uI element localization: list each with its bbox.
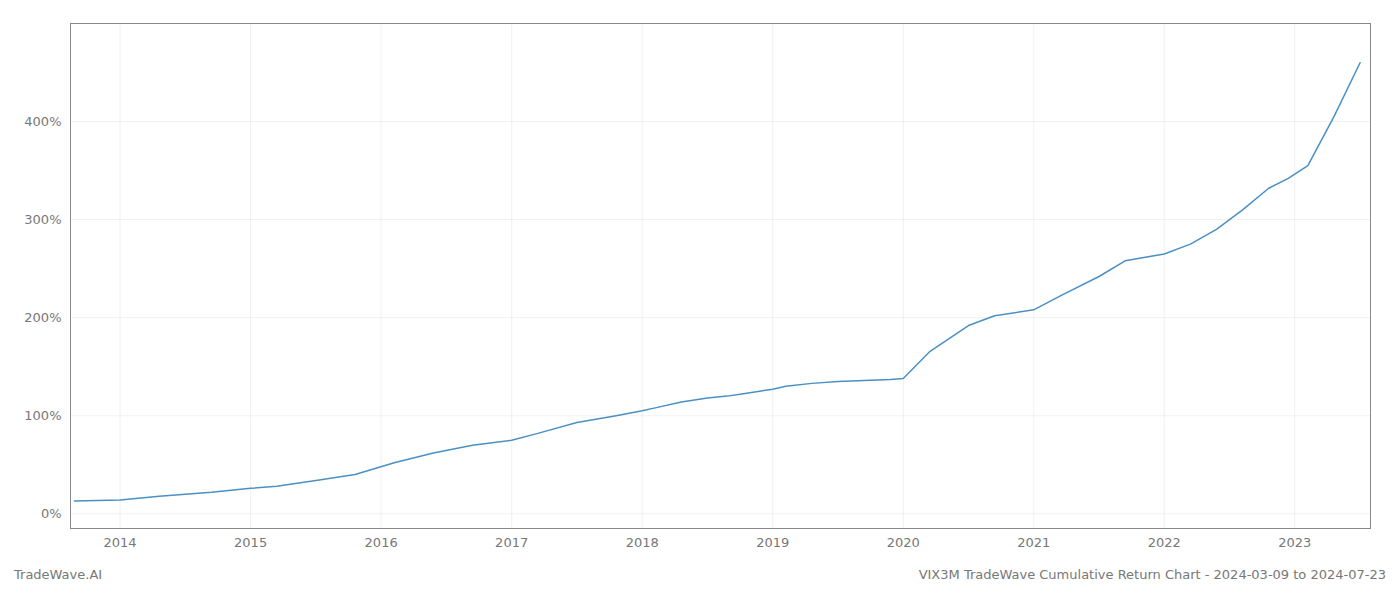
svg-text:2020: 2020 bbox=[887, 535, 920, 550]
svg-text:2019: 2019 bbox=[756, 535, 789, 550]
svg-text:2018: 2018 bbox=[626, 535, 659, 550]
svg-text:100%: 100% bbox=[24, 408, 61, 423]
svg-text:2022: 2022 bbox=[1148, 535, 1181, 550]
svg-text:400%: 400% bbox=[24, 114, 61, 129]
svg-text:2023: 2023 bbox=[1278, 535, 1311, 550]
svg-text:2015: 2015 bbox=[234, 535, 267, 550]
svg-text:0%: 0% bbox=[41, 506, 62, 521]
html-text:VIX3M TradeWave Cumulative Ret: VIX3M TradeWave Cumulative Return Chart … bbox=[918, 567, 1386, 582]
svg-text:300%: 300% bbox=[24, 212, 61, 227]
svg-text:2014: 2014 bbox=[104, 535, 137, 550]
svg-text:2021: 2021 bbox=[1017, 535, 1050, 550]
svg-text:2017: 2017 bbox=[495, 535, 528, 550]
svg-text:200%: 200% bbox=[24, 310, 61, 325]
html-text:TradeWave.AI: TradeWave.AI bbox=[14, 567, 103, 582]
svg-text:2016: 2016 bbox=[365, 535, 398, 550]
